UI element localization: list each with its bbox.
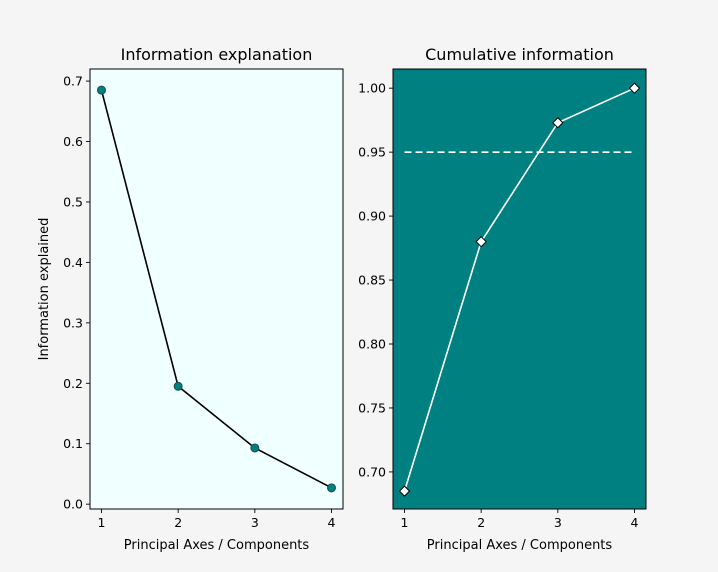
y-tick-label: 0.5 — [63, 194, 83, 209]
x-tick-label: 2 — [477, 515, 485, 530]
data-point — [250, 443, 260, 453]
y-axis-label: Information explained — [37, 218, 52, 361]
x-tick-label: 4 — [328, 515, 336, 530]
chart-cumulative-information: Cumulative information Principal Axes / … — [358, 45, 647, 553]
plot-area — [90, 69, 343, 509]
chart-title: Information explanation — [121, 45, 313, 64]
data-point — [398, 485, 411, 497]
series-line — [100, 89, 332, 489]
y-tick-label: 0.0 — [63, 497, 83, 512]
x-axis-label: Principal Axes / Components — [124, 538, 310, 553]
data-point — [97, 85, 106, 95]
data-point — [327, 483, 336, 493]
x-tick-label: 3 — [251, 515, 259, 530]
chart-title: Cumulative information — [425, 45, 614, 64]
y-tick-label: 0.3 — [63, 315, 83, 330]
data-point — [628, 82, 641, 94]
y-tick-label: 0.2 — [63, 376, 83, 391]
x-axis-label: Principal Axes / Components — [427, 538, 613, 553]
plot-frame — [392, 68, 647, 510]
y-tick-label: 0.90 — [358, 209, 386, 224]
y-tick-label: 0.6 — [63, 134, 83, 149]
y-tick-label: 0.4 — [63, 255, 83, 270]
plot-area — [393, 69, 646, 509]
y-tick-label: 0.70 — [358, 464, 386, 479]
y-tick-label: 0.85 — [358, 273, 386, 288]
y-tick-label: 1.00 — [358, 81, 386, 96]
x-tick-label: 1 — [401, 515, 409, 530]
plot-frame — [89, 68, 344, 510]
y-tick-label: 0.75 — [358, 400, 386, 415]
x-tick-label: 2 — [174, 515, 182, 530]
y-tick-label: 0.7 — [63, 74, 83, 89]
x-tick-label: 1 — [98, 515, 106, 530]
data-point — [173, 381, 183, 391]
series-line — [403, 87, 635, 492]
y-tick-label: 0.80 — [358, 337, 386, 352]
y-tick-label: 0.95 — [358, 145, 386, 160]
x-tick-label: 3 — [554, 515, 562, 530]
data-point — [552, 117, 564, 129]
y-tick-label: 0.1 — [63, 436, 83, 451]
x-tick-label: 4 — [631, 515, 639, 530]
chart-information-explanation: Information explanation Principal Axes /… — [37, 45, 344, 553]
data-point — [475, 235, 487, 248]
